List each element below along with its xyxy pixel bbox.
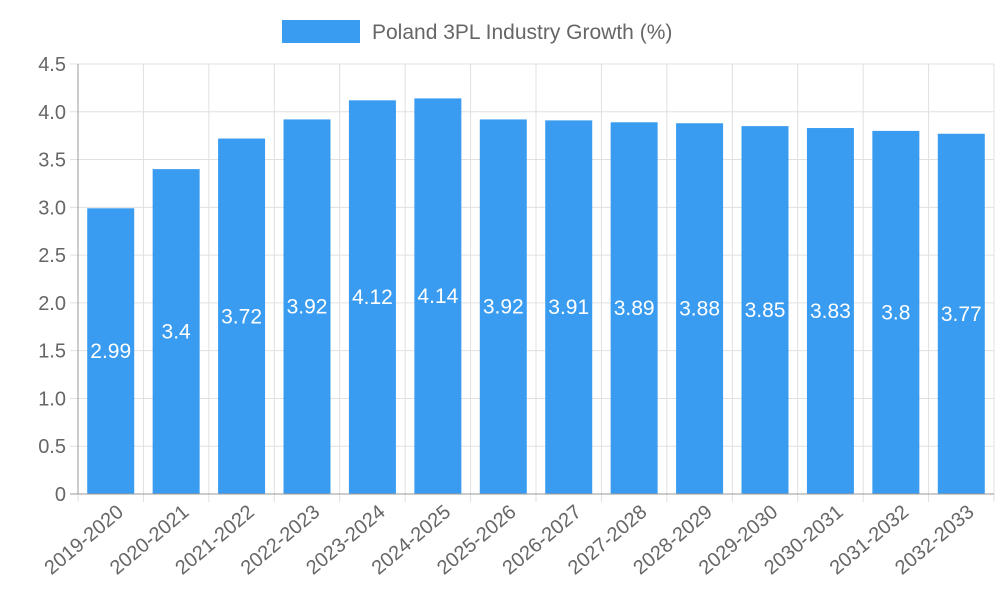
y-tick-label: 2.0 [38,293,66,315]
data-label: 4.12 [352,286,393,309]
bar-2024-2025[interactable] [414,98,462,495]
data-label: 3.91 [548,296,589,319]
y-tick-label: 1.0 [38,388,66,410]
y-tick-label: 4.0 [38,102,66,124]
bar-2031-2032[interactable] [872,130,920,494]
y-tick-label: 3.5 [38,150,66,172]
bar-2029-2030[interactable] [741,126,789,494]
data-label: 3.89 [614,297,655,320]
bar-2027-2028[interactable] [610,122,658,495]
data-label: 3.72 [221,305,262,328]
bar-2025-2026[interactable] [479,119,527,494]
y-tick-label: 0 [55,484,66,506]
legend[interactable]: Poland 3PL Industry Growth (%) [282,20,672,44]
bar-2032-2033[interactable] [937,133,985,494]
data-label: 4.14 [417,285,458,308]
grid-lines [70,63,995,502]
data-label: 3.77 [941,303,982,326]
data-label: 3.8 [881,301,910,324]
y-tick-label: 1.5 [38,341,66,363]
data-label: 3.92 [287,296,328,319]
bars [87,98,985,495]
y-tick-label: 3.0 [38,197,66,219]
data-label: 3.85 [745,299,786,322]
bar-2028-2029[interactable] [676,123,724,494]
data-label: 3.92 [483,296,524,319]
bar-2022-2023[interactable] [283,119,331,494]
data-labels: 2.99 3.4 3.72 3.92 4.12 4.14 3.92 3.91 3.89 3.88 3… [90,285,981,363]
y-axis: 0 0.5 1.0 1.5 2.0 2.5 3.0 3.5 4.0 4.5 [38,54,79,506]
bar-2021-2022[interactable] [218,138,266,495]
bar-2020-2021[interactable] [152,169,200,494]
y-tick-label: 2.5 [38,245,66,267]
data-label: 3.83 [810,300,851,323]
y-tick-label: 0.5 [38,436,66,458]
legend-label[interactable]: Poland 3PL Industry Growth (%) [372,21,672,44]
bar-2030-2031[interactable] [806,128,854,494]
y-tick-label: 4.5 [38,54,66,76]
bar-2026-2027[interactable] [545,120,593,494]
data-label: 3.88 [679,298,720,321]
bar-2023-2024[interactable] [348,100,396,495]
x-axis: 2019-20202020-20212021-20222022-20232023… [41,493,994,579]
data-label: 3.4 [162,321,192,344]
legend-swatch[interactable] [282,20,360,43]
bar-2019-2020[interactable] [87,208,135,495]
data-label: 2.99 [90,340,131,363]
